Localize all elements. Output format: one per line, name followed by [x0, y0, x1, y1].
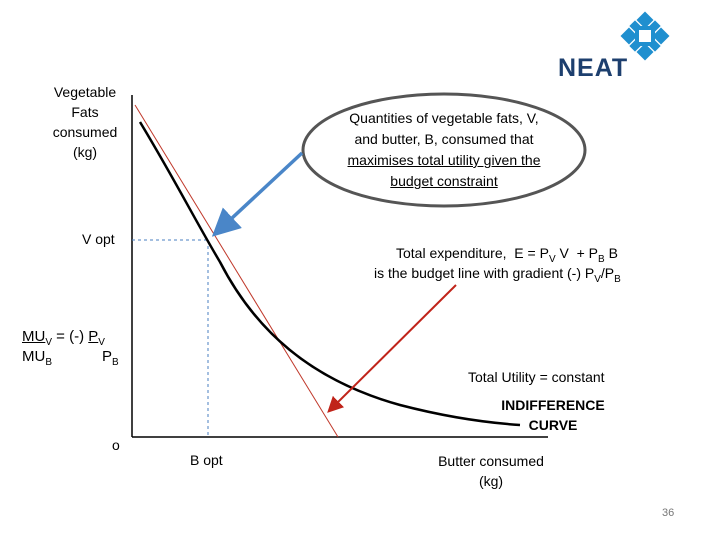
p-b-text: P	[102, 348, 113, 365]
mu-equals: = (-)	[52, 328, 89, 345]
budget-note-text: B	[604, 245, 618, 261]
indifference-curve-label: INDIFFERENCE CURVE	[486, 395, 620, 435]
mu-ratio-bottom: MUB	[22, 347, 52, 373]
y-axis-label-line: Vegetable	[53, 84, 117, 100]
x-axis-label-line: Butter consumed	[438, 453, 544, 469]
callout-ellipse	[301, 92, 587, 208]
budget-note-text: is the budget line with gradient (-) P	[374, 265, 595, 281]
x-axis-label: Butter consumed (kg)	[418, 451, 564, 491]
red-arrow	[327, 284, 457, 413]
y-axis-label: Vegetable Fats consumed (kg)	[40, 82, 130, 162]
y-axis-label-line: consumed	[52, 124, 118, 140]
mu-b-sub: B	[45, 357, 52, 368]
utility-note: Total Utility = constant	[468, 369, 605, 385]
budget-note-line1: Total expenditure, E = PV V + PB B	[396, 243, 618, 270]
callout-line: and butter, B, consumed that	[354, 131, 534, 147]
callout-line: budget constraint	[390, 173, 498, 189]
y-axis-label-line: (kg)	[72, 144, 98, 160]
y-axis-label-line: Fats	[71, 104, 99, 120]
budget-note-text: /P	[600, 265, 615, 281]
x-axis-label-line: (kg)	[478, 473, 504, 489]
mu-b-text: MU	[22, 348, 46, 365]
slide-number: 36	[662, 507, 675, 519]
p-v-text: P	[88, 328, 99, 345]
origin-label: o	[112, 437, 120, 453]
p-v-sub: V	[98, 337, 105, 348]
callout-line: Quantities of vegetable fats, V,	[349, 110, 539, 126]
budget-note-sub: V	[548, 253, 556, 265]
budget-note-line2: is the budget line with gradient (-) PV/…	[374, 263, 621, 290]
indifference-curve	[138, 121, 521, 427]
mu-ratio-top: MUV = (-) PV	[22, 327, 105, 353]
budget-note-text: Total expenditure, E = P	[396, 245, 549, 261]
budget-line	[134, 104, 339, 438]
b-opt-label: B opt	[190, 452, 223, 468]
p-b-denominator: PB	[102, 347, 119, 373]
v-opt-label: V opt	[82, 231, 115, 247]
blue-arrow	[211, 151, 304, 237]
curve-label-line: INDIFFERENCE	[501, 397, 605, 413]
neat-diamond-logo-icon	[620, 11, 670, 61]
budget-note-text: V + P	[555, 245, 599, 261]
budget-note-sub: B	[598, 253, 605, 265]
brand-name: NEAT	[558, 54, 629, 82]
callout-line: maximises total utility given the	[347, 152, 541, 168]
budget-note-sub: B	[614, 273, 621, 285]
callout-text: Quantities of vegetable fats, V, and but…	[314, 108, 574, 192]
mu-v-sub: V	[45, 337, 52, 348]
budget-note-sub: V	[594, 273, 601, 285]
p-b-sub: B	[112, 357, 119, 368]
mu-v-text: MU	[22, 328, 46, 345]
curve-label-line: CURVE	[528, 417, 578, 433]
